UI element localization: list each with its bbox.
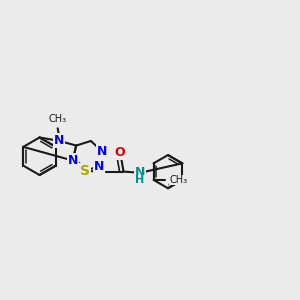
Text: N: N [135,166,145,179]
Text: N: N [68,154,78,167]
Text: S: S [80,164,90,178]
Text: CH₃: CH₃ [169,175,188,185]
Text: N: N [54,134,64,147]
Text: N: N [94,160,104,173]
Text: H: H [136,175,145,185]
Text: N: N [97,145,107,158]
Text: CH₃: CH₃ [49,114,67,124]
Text: O: O [115,146,125,159]
